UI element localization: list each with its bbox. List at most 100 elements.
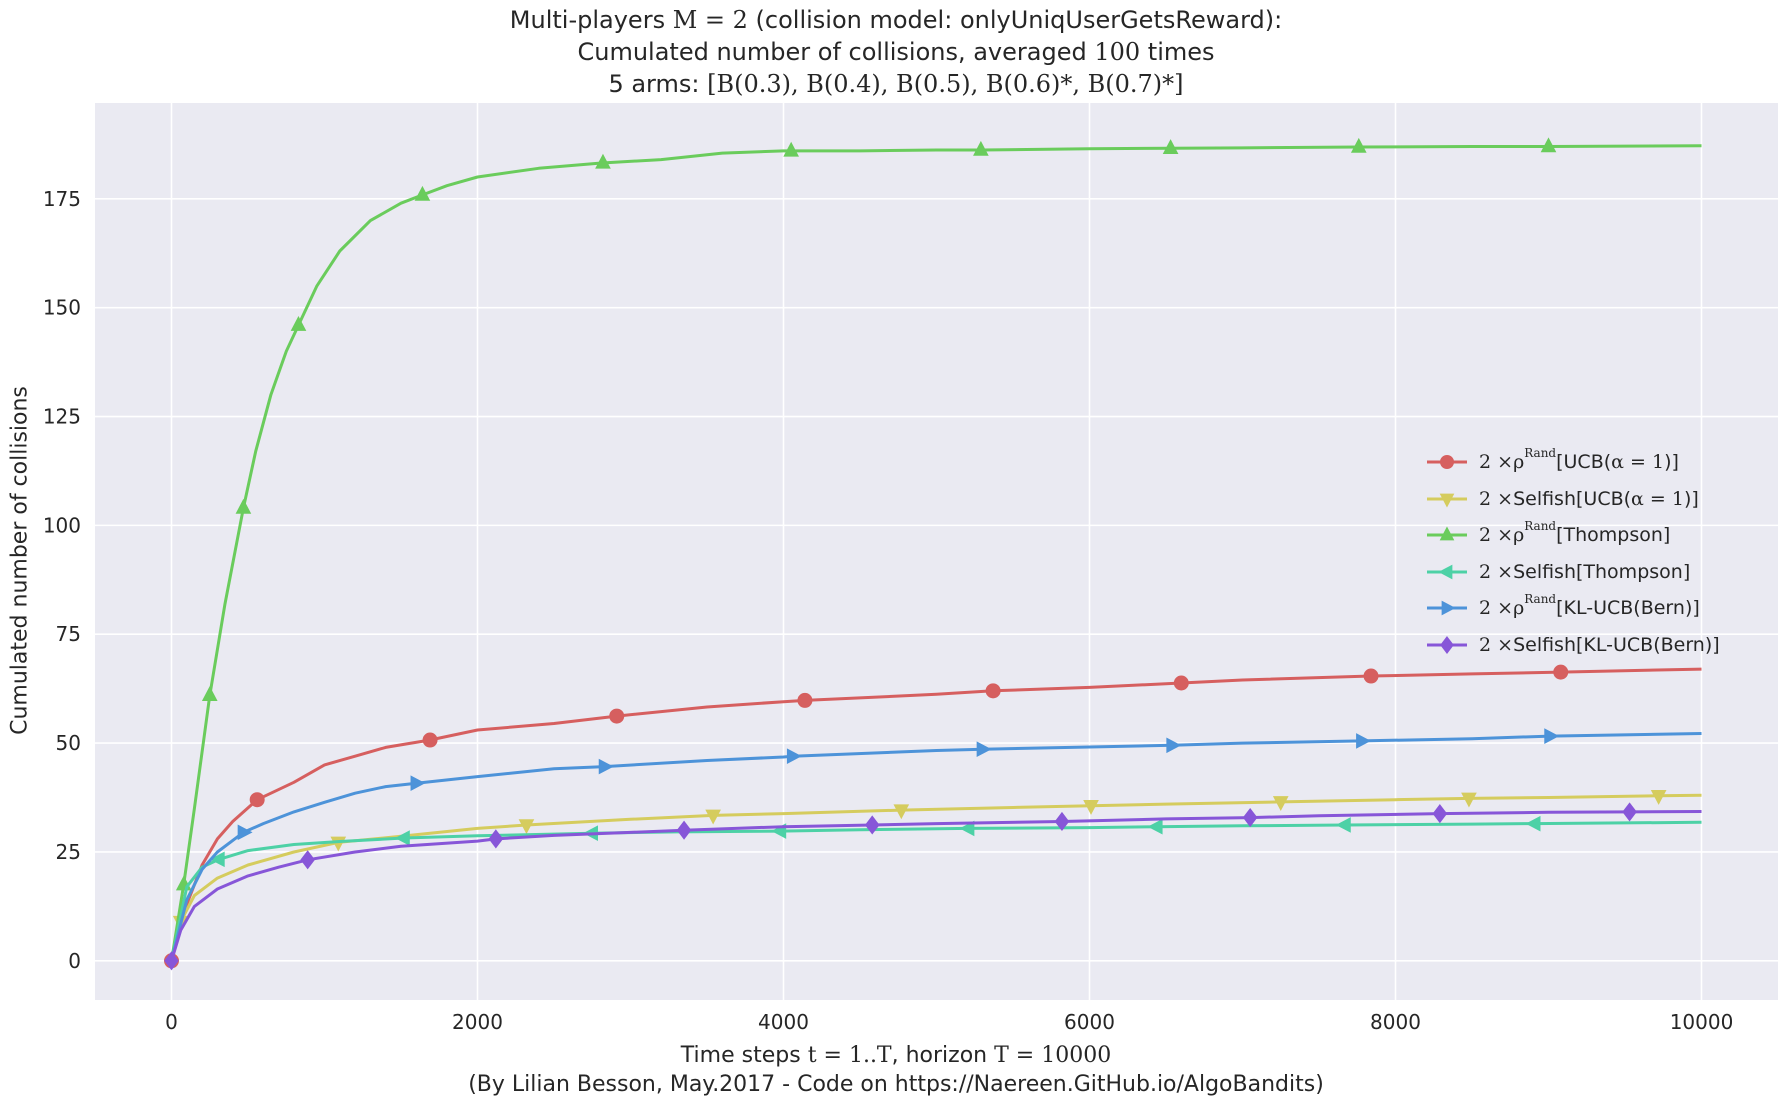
data-point bbox=[1173, 675, 1189, 691]
legend-item: 2 × ρ Rand [Thompson] bbox=[1425, 517, 1720, 554]
ticks: 0 2000 4000 6000 8000 10000 0 25 50 75 100 125 150 17… bbox=[43, 187, 1734, 1034]
legend-item: 2 × Selfish[Thompson] bbox=[1425, 554, 1720, 591]
data-point bbox=[1083, 800, 1099, 815]
data-point bbox=[237, 824, 253, 841]
legend-math: α = 1 bbox=[1611, 451, 1665, 474]
legend-math: α = 1 bbox=[1631, 487, 1684, 510]
legend-superscript: Rand bbox=[1524, 446, 1557, 461]
y-tick-label: 125 bbox=[43, 405, 81, 429]
legend-swatch bbox=[1427, 564, 1467, 580]
data-point bbox=[1242, 807, 1258, 828]
data-point bbox=[864, 815, 880, 835]
data-point bbox=[1650, 790, 1667, 805]
legend-rho: ρ bbox=[1513, 597, 1525, 620]
series-2 bbox=[170, 137, 1702, 962]
data-point bbox=[1054, 811, 1070, 832]
data-point bbox=[1540, 137, 1557, 153]
y-tick-label: 0 bbox=[68, 949, 81, 973]
title-text: Multi-players bbox=[509, 6, 673, 34]
legend-multiplier: 2 × bbox=[1479, 524, 1514, 547]
data-point bbox=[164, 951, 179, 971]
x-tick-label: 0 bbox=[165, 1010, 178, 1034]
data-point bbox=[1335, 817, 1351, 833]
y-tick-label: 50 bbox=[56, 731, 81, 755]
data-point bbox=[1272, 796, 1289, 811]
xlabel-text: , horizon bbox=[891, 1043, 995, 1068]
data-point bbox=[1147, 818, 1163, 835]
y-axis-label: Cumulated number of collisions bbox=[7, 386, 33, 735]
data-point bbox=[290, 315, 307, 331]
legend-text: )] bbox=[1664, 451, 1679, 474]
data-point bbox=[595, 153, 611, 169]
legend-text: [KL-UCB(Bern)] bbox=[1556, 597, 1700, 620]
chart-title-line-2: Cumulated number of collisions, averaged… bbox=[0, 38, 1792, 66]
legend-text: Selfish[UCB( bbox=[1513, 487, 1632, 510]
data-point bbox=[973, 140, 989, 156]
data-point bbox=[1553, 664, 1569, 680]
legend-swatch bbox=[1427, 600, 1467, 616]
data-point bbox=[410, 775, 426, 791]
data-point bbox=[893, 804, 910, 820]
data-point bbox=[1440, 635, 1454, 654]
series-5 bbox=[164, 802, 1702, 971]
legend-swatch bbox=[1427, 493, 1467, 508]
x-tick-label: 10000 bbox=[1670, 1010, 1734, 1034]
data-point bbox=[1441, 600, 1456, 616]
legend-swatch bbox=[1427, 635, 1467, 654]
data-point bbox=[1432, 804, 1448, 824]
legend-superscript: Rand bbox=[1524, 519, 1557, 534]
data-point bbox=[1439, 493, 1455, 508]
data-point bbox=[1350, 137, 1367, 153]
data-point bbox=[1356, 733, 1371, 749]
legend-multiplier: 2 × bbox=[1479, 451, 1514, 474]
data-point bbox=[1166, 737, 1182, 754]
data-point bbox=[1622, 802, 1637, 822]
y-tick-label: 100 bbox=[43, 513, 81, 537]
data-point bbox=[235, 498, 252, 514]
data-point bbox=[797, 692, 813, 708]
data-point bbox=[786, 748, 802, 764]
data-point bbox=[1439, 526, 1455, 541]
data-point bbox=[976, 741, 992, 758]
y-tick-label: 25 bbox=[56, 840, 81, 864]
legend-text: [UCB( bbox=[1556, 451, 1612, 474]
series-line bbox=[170, 667, 1702, 962]
title-text: times bbox=[1140, 38, 1215, 66]
legend-text: )] bbox=[1683, 487, 1699, 510]
legend: 2 × ρ Rand [UCB(α = 1)] 2 × Selfish[UCB(α =… bbox=[1425, 444, 1720, 663]
grid bbox=[95, 103, 1778, 1000]
data-point bbox=[249, 792, 265, 808]
legend-rho: ρ bbox=[1513, 451, 1525, 474]
data-point bbox=[300, 850, 315, 870]
legend-item: 2 × Selfish[KL-UCB(Bern)] bbox=[1425, 627, 1720, 664]
data-point bbox=[414, 185, 431, 201]
xlabel-math: t = 1..T bbox=[807, 1043, 892, 1068]
chart-title-line-3: 5 arms: [B(0.3), B(0.4), B(0.5), B(0.6)*… bbox=[0, 70, 1792, 98]
x-tick-label: 2000 bbox=[452, 1010, 503, 1034]
legend-swatch bbox=[1427, 526, 1467, 541]
data-point bbox=[1438, 564, 1453, 580]
data-point bbox=[1162, 139, 1179, 155]
legend-rho: ρ bbox=[1513, 524, 1525, 547]
data-point bbox=[598, 758, 614, 775]
title-text: (collision model: onlyUniqUserGetsReward… bbox=[747, 6, 1283, 34]
legend-item: 2 × ρ Rand [UCB(α = 1)] bbox=[1425, 444, 1720, 481]
legend-multiplier: 2 × bbox=[1479, 597, 1514, 620]
data-point bbox=[209, 851, 225, 868]
legend-text: Selfish[KL-UCB(Bern)] bbox=[1513, 633, 1720, 656]
chart-title-line-1: Multi-players M = 2 (collision model: on… bbox=[0, 6, 1792, 34]
series-line bbox=[170, 810, 1702, 962]
data-point bbox=[488, 829, 504, 849]
data-point bbox=[959, 820, 975, 837]
data-point bbox=[394, 830, 410, 846]
data-point bbox=[1525, 815, 1541, 832]
data-point bbox=[1544, 728, 1560, 744]
y-tick-label: 150 bbox=[43, 296, 81, 320]
data-point bbox=[422, 732, 438, 748]
legend-text: [Thompson] bbox=[1556, 524, 1671, 547]
x-tick-label: 6000 bbox=[1064, 1010, 1115, 1034]
data-point bbox=[705, 809, 721, 825]
legend-superscript: Rand bbox=[1524, 592, 1557, 607]
data-point bbox=[1440, 455, 1454, 470]
